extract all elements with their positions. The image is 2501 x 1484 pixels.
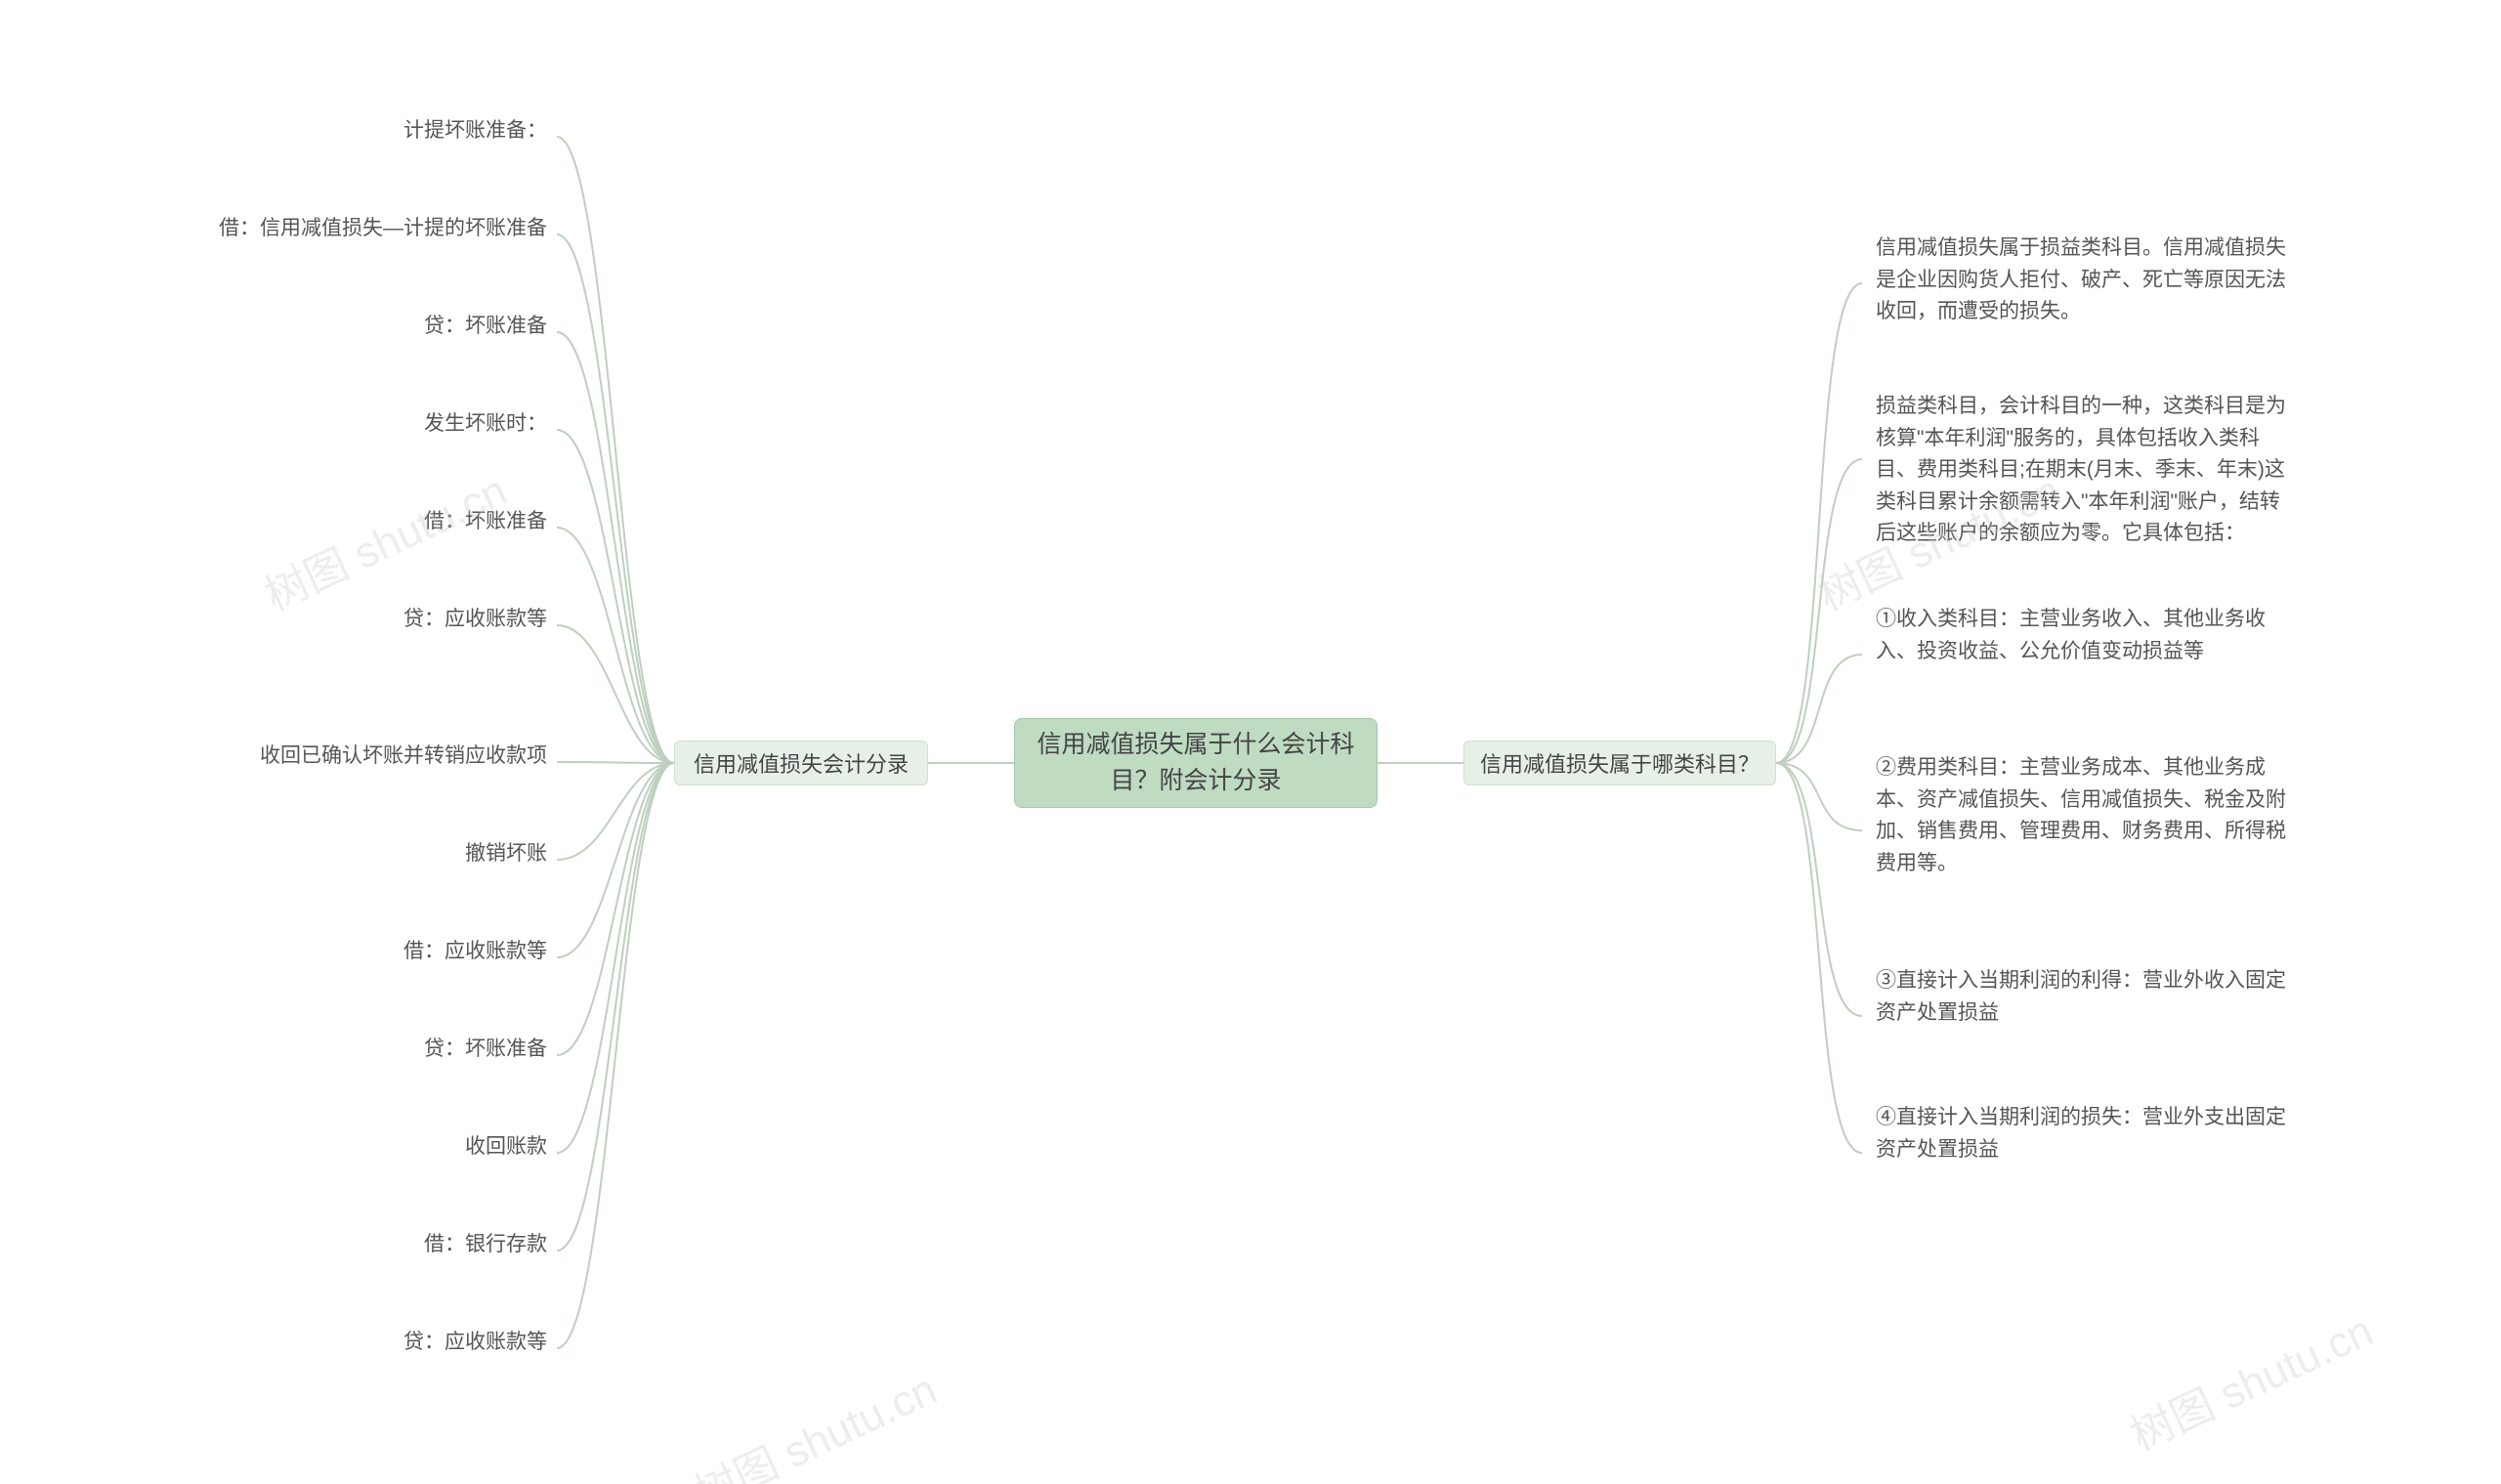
root-node[interactable]: 信用减值损失属于什么会计科目？附会计分录 [1014,718,1378,808]
left-leaf: 借：坏账准备 [424,506,547,538]
right-branch-node[interactable]: 信用减值损失属于哪类科目？ [1463,741,1776,785]
right-leaf: ①收入类科目：主营业务收入、其他业务收入、投资收益、公允价值变动损益等 [1876,604,2286,667]
left-leaf: 撤销坏账 [465,838,547,870]
left-leaf: 贷：坏账准备 [424,311,547,343]
right-leaf: 信用减值损失属于损益类科目。信用减值损失是企业因购货人拒付、破产、死亡等原因无法… [1876,233,2286,328]
left-leaf: 借：信用减值损失—计提的坏账准备 [219,213,547,245]
right-leaf: ②费用类科目：主营业务成本、其他业务成本、资产减值损失、信用减值损失、税金及附加… [1876,752,2286,879]
left-leaf: 计提坏账准备： [403,115,547,148]
left-leaf: 收回账款 [465,1131,547,1164]
watermark: 树图 shutu.cn [2119,1296,2382,1463]
left-leaf: 收回已确认坏账并转销应收款项 [260,741,547,773]
mindmap-canvas: 信用减值损失属于什么会计科目？附会计分录 信用减值损失会计分录 信用减值损失属于… [0,0,2501,1484]
left-branch-node[interactable]: 信用减值损失会计分录 [674,741,928,785]
left-leaf: 贷：应收账款等 [403,604,547,636]
left-leaf: 贷：坏账准备 [424,1034,547,1066]
left-leaf: 贷：应收账款等 [403,1327,547,1359]
left-leaf: 借：银行存款 [424,1229,547,1261]
watermark: 树图 shutu.cn [253,456,516,623]
watermark: 树图 shutu.cn [683,1355,946,1484]
right-leaf: ④直接计入当期利润的损失：营业外支出固定资产处置损益 [1876,1102,2286,1166]
left-leaf: 发生坏账时： [424,408,547,441]
right-leaf: ③直接计入当期利润的利得：营业外收入固定资产处置损益 [1876,965,2286,1029]
right-leaf: 损益类科目，会计科目的一种，这类科目是为核算"本年利润"服务的，具体包括收入类科… [1876,391,2286,550]
left-leaf: 借：应收账款等 [403,936,547,968]
